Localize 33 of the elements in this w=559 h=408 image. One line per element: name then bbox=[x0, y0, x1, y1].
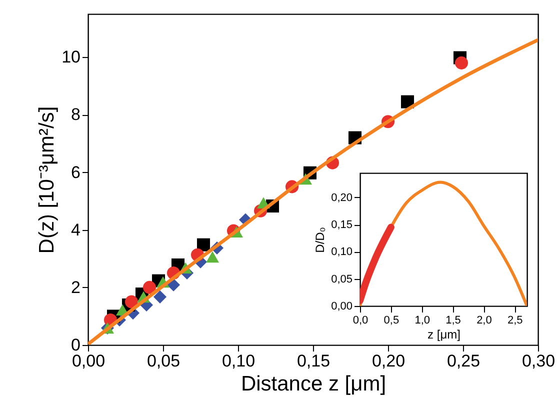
x-tick-label: 0,20 bbox=[372, 352, 406, 370]
y-tick-label: 0,10 bbox=[331, 246, 352, 258]
x-tick-label: 0,5 bbox=[384, 314, 400, 326]
y-tick-label: 0 bbox=[71, 336, 80, 354]
x-axis-title: z [μm] bbox=[428, 328, 460, 342]
y-tick-label: 6 bbox=[71, 162, 80, 182]
y-axis-title: D/D₀ bbox=[313, 227, 328, 253]
y-tick-label: 8 bbox=[71, 105, 80, 124]
line-series bbox=[88, 38, 538, 345]
x-axis-title: Distance z [μm] bbox=[240, 372, 386, 396]
x-tick-label: 0,15 bbox=[296, 352, 330, 370]
point bbox=[454, 56, 468, 70]
y-tick-label: 2 bbox=[71, 278, 80, 297]
y-axis-title: D(z) [10⁻³μm²/s] bbox=[36, 106, 59, 254]
point bbox=[124, 295, 138, 308]
x-tick-label: 1,0 bbox=[414, 314, 430, 326]
point bbox=[153, 290, 167, 304]
x-tick-label: 0,30 bbox=[522, 352, 556, 370]
point bbox=[206, 251, 220, 263]
x-tick-label: 1,5 bbox=[446, 314, 461, 326]
x-tick-label: 0,10 bbox=[222, 352, 256, 370]
y-tick-label: 0,05 bbox=[331, 273, 352, 286]
y-tick-label: 10 bbox=[62, 48, 80, 67]
y-tick-label: 0,15 bbox=[331, 219, 352, 232]
y-tick-label: 0,20 bbox=[331, 192, 352, 204]
x-tick-label: 2,5 bbox=[507, 314, 523, 326]
y-tick-label: 4 bbox=[71, 220, 80, 240]
x-tick-label: 0,05 bbox=[146, 352, 180, 370]
x-tick-label: 0,0 bbox=[352, 314, 368, 326]
y-tick-label: 0,00 bbox=[331, 300, 352, 312]
x-tick-label: 2,0 bbox=[476, 314, 492, 326]
point bbox=[142, 280, 156, 294]
x-tick-label: 0,25 bbox=[446, 352, 480, 370]
